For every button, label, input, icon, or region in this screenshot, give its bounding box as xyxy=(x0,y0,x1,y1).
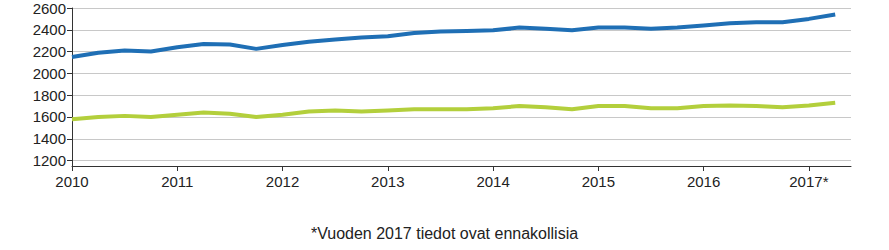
svg-text:*Vuoden 2017 tiedot ovat ennak: *Vuoden 2017 tiedot ovat ennakollisia xyxy=(311,225,578,242)
svg-text:1400: 1400 xyxy=(33,130,66,147)
svg-text:2017*: 2017* xyxy=(789,173,828,190)
svg-text:1200: 1200 xyxy=(33,152,66,169)
svg-text:1600: 1600 xyxy=(33,108,66,125)
svg-text:2016: 2016 xyxy=(687,173,720,190)
svg-text:2015: 2015 xyxy=(582,173,615,190)
svg-text:2400: 2400 xyxy=(33,21,66,38)
svg-text:2000: 2000 xyxy=(33,65,66,82)
svg-text:2011: 2011 xyxy=(161,173,193,190)
svg-text:2013: 2013 xyxy=(371,173,404,190)
svg-text:2200: 2200 xyxy=(33,43,66,60)
svg-text:2014: 2014 xyxy=(476,173,509,190)
svg-text:2010: 2010 xyxy=(55,173,88,190)
svg-text:2012: 2012 xyxy=(266,173,299,190)
svg-text:1800: 1800 xyxy=(33,87,66,104)
svg-text:2600: 2600 xyxy=(33,0,66,17)
